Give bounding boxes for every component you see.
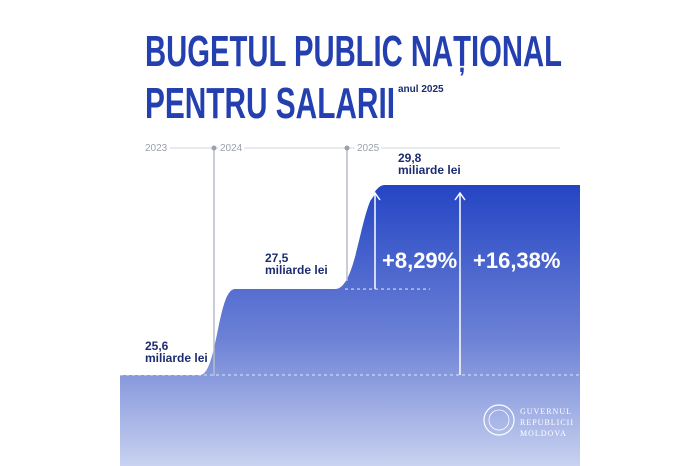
x-tick-label: 2023: [145, 143, 168, 154]
logo-text: MOLDOVA: [520, 429, 567, 438]
x-tick-label: 2024: [220, 143, 243, 154]
title-line: PENTRU SALARII: [145, 79, 395, 128]
year-bg: [218, 140, 244, 152]
logo-text: REPUBLICII: [520, 418, 574, 427]
year-dot: [344, 145, 350, 151]
value-label: 29,8: [398, 151, 422, 165]
year-dot: [211, 145, 217, 151]
arrow-head: [454, 191, 466, 201]
annotation: +8,29%: [382, 248, 457, 273]
seal: [488, 409, 510, 431]
subtitle: anul 2025: [398, 84, 444, 95]
year-bg: [355, 140, 381, 152]
title-line: BUGETUL PUBLIC NAȚIONAL: [145, 27, 562, 76]
logo-text: GUVERNUL: [520, 407, 572, 416]
year-bg: [143, 140, 169, 152]
value-label: 25,6: [145, 339, 169, 353]
area: [120, 185, 580, 466]
value-label: 27,5: [265, 251, 289, 265]
annotation: +16,38%: [473, 248, 560, 273]
arrow-head: [369, 191, 381, 201]
seal: [483, 404, 515, 436]
unit-label: miliarde lei: [265, 263, 328, 277]
unit-label: miliarde lei: [398, 163, 461, 177]
x-tick-label: 2025: [357, 143, 380, 154]
unit-label: miliarde lei: [145, 351, 208, 365]
